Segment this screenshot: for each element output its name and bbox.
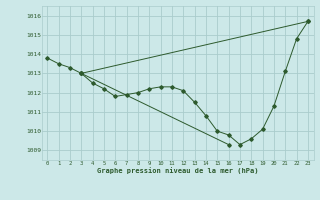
X-axis label: Graphe pression niveau de la mer (hPa): Graphe pression niveau de la mer (hPa): [97, 167, 258, 174]
